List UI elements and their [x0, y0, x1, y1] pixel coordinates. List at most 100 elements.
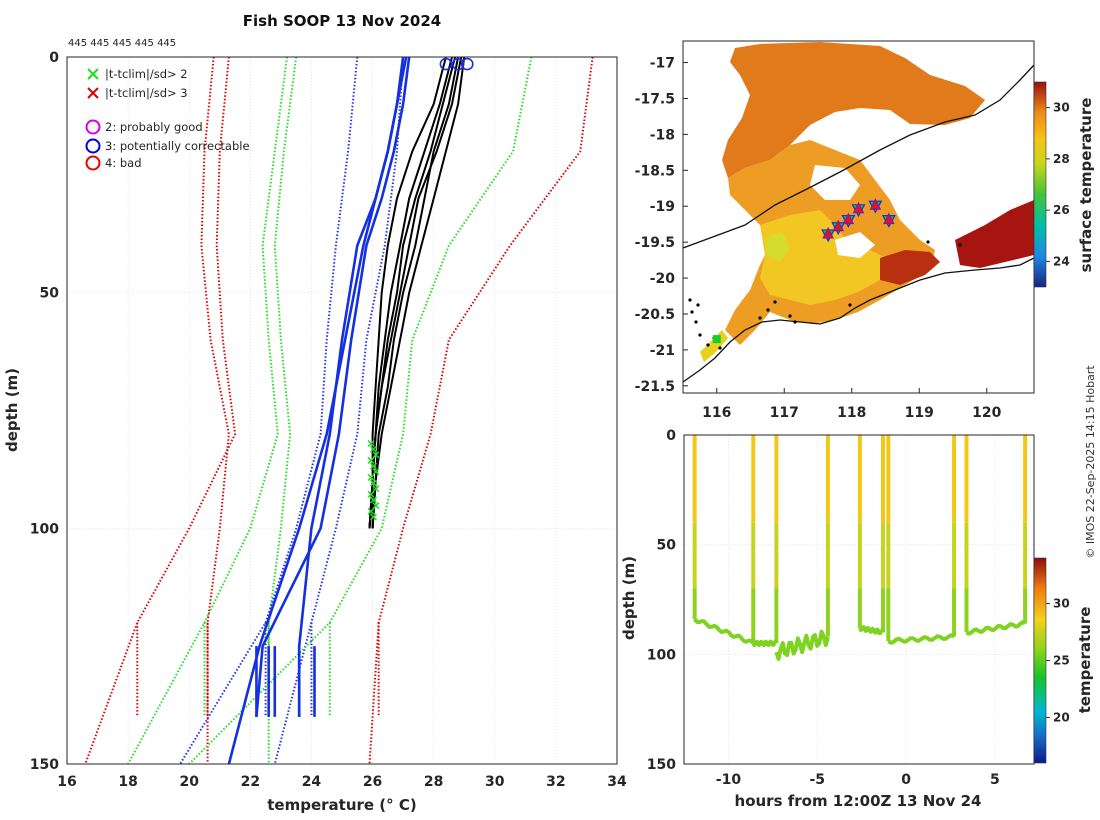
legend-entry-label: 4: bad	[105, 156, 142, 170]
coastline	[683, 257, 1034, 383]
profile-xlabel: temperature (° C)	[267, 796, 417, 814]
temperature-colorbar-label: temperature	[1076, 607, 1094, 714]
climatology-envelope-line	[200, 57, 230, 764]
green-flag-marker	[372, 451, 380, 459]
legend-circle-symbol	[85, 155, 101, 171]
sst-light-green-region	[765, 232, 790, 262]
depth-time-series	[692, 435, 1028, 662]
temperature-colorbar-tick-label: 30	[1053, 597, 1070, 611]
profile-series	[84, 57, 594, 764]
station-upper-triangle	[832, 219, 845, 232]
climatology-envelope-line	[273, 57, 405, 764]
sst-hot-mid-region	[880, 250, 940, 285]
island-dot	[926, 240, 930, 244]
sst-colorbar-ticks: 24 26 28 30	[1046, 101, 1070, 268]
island-dot	[688, 298, 692, 302]
bottom-tow-line	[965, 620, 1026, 636]
depth-time-x-tick-label: -10	[716, 772, 742, 788]
sst-colorbar-label: surface temperature	[1077, 98, 1095, 273]
map-x-tick-label: 120	[972, 405, 1001, 421]
map-y-tick-label: -20.5	[635, 307, 675, 323]
island-dot	[773, 300, 777, 304]
map-y-tick-label: -19.5	[635, 235, 675, 251]
temperature-profile-chart: 16 18 20 22 24 26 28 30 32 34 0 50 100 150 temperatur…	[3, 50, 627, 814]
sst-white-gap-2	[835, 232, 875, 258]
surface-flag-circle	[451, 57, 465, 71]
profile-ylabel: depth (m)	[3, 368, 21, 452]
legend-entry-label: |t-tclim|/sd> 2	[105, 67, 188, 81]
bottom-tow-line	[751, 639, 779, 648]
sst-colorbar	[1033, 81, 1047, 288]
profile-x-tick-label: 26	[363, 774, 382, 790]
green-flag-marker	[372, 485, 380, 493]
island-dot	[706, 343, 710, 347]
bottom-tow-line	[887, 633, 955, 645]
black-profile-line	[368, 57, 447, 529]
depth-time-x-tick-label: -5	[809, 772, 825, 788]
green-flag-marker	[369, 496, 378, 504]
profile-y-tick-label: 0	[49, 50, 59, 66]
sst-colorbar-tick-label: 30	[1053, 101, 1070, 115]
map-y-tick-label: -18	[650, 127, 675, 143]
black-profile-line	[371, 57, 460, 529]
temperature-colorbar-tick-label: 20	[1053, 710, 1070, 724]
profile-x-tick-label: 30	[485, 774, 505, 790]
legend-entry-label: 3: potentially correctable	[105, 139, 250, 153]
temperature-colorbar	[1033, 557, 1047, 764]
island-dot	[788, 314, 792, 318]
sst-colorbar-tick-label: 24	[1053, 254, 1070, 268]
island-dot	[696, 303, 700, 307]
coastal-islands	[688, 240, 962, 350]
green-flag-marker	[369, 513, 378, 521]
depth-time-y-tick-label: 150	[647, 757, 676, 773]
map-x-tick-label: 119	[905, 405, 934, 421]
map-y-tick-label: -18.5	[635, 163, 675, 179]
map-x-tick-label: 118	[837, 405, 866, 421]
depth-time-x-tick-label: 0	[901, 772, 911, 788]
blue-profile-line	[227, 57, 408, 764]
profile-axes-box	[66, 56, 618, 765]
profile-tick-labels: 16 18 20 22 24 26 28 30 32 34 0 50 100 150	[30, 50, 627, 790]
bottom-tow-line	[858, 625, 885, 636]
climatology-envelope-line	[368, 57, 594, 764]
map-y-tick-label: -20	[650, 271, 676, 287]
legend-x-symbol	[87, 87, 99, 99]
green-flag-marker	[369, 479, 378, 487]
island-dot	[690, 310, 694, 314]
legend-circle-symbol	[85, 119, 101, 135]
station-upper-triangle	[822, 226, 834, 239]
green-flag-marker	[367, 490, 375, 498]
island-dot	[758, 316, 762, 320]
top-counts: 445 445 445 445 445	[68, 38, 176, 49]
green-flag-marker	[372, 502, 380, 510]
profile-y-tick-label: 100	[30, 521, 59, 537]
profile-legend: |t-tclim|/sd> 2 |t-tclim|/sd> 3 2: probabl…	[85, 67, 250, 171]
depth-time-y-tick-label: 100	[647, 647, 676, 663]
profile-x-tick-label: 24	[302, 774, 322, 790]
station-upper-triangle	[852, 201, 865, 214]
island-dot	[718, 346, 722, 350]
map-y-tick-label: -21	[650, 343, 675, 359]
map-y-tick-label: -21.5	[635, 379, 675, 395]
profile-x-tick-label: 22	[241, 774, 260, 790]
green-flag-marker	[367, 507, 375, 515]
island-dot	[848, 303, 852, 307]
island-dot	[694, 320, 698, 324]
profile-x-tick-label: 18	[118, 774, 137, 790]
profile-x-tick-label: 28	[424, 774, 443, 790]
figure-title: Fish SOOP 13 Nov 2024	[243, 12, 441, 30]
green-flag-marker	[367, 456, 375, 464]
green-flag-marker	[369, 462, 378, 470]
green-flag-marker	[372, 468, 380, 476]
continental-shelf-line	[683, 64, 1034, 249]
sst-white-gap	[810, 165, 860, 200]
depth-time-xlabel: hours from 12:00Z 13 Nov 24	[735, 792, 982, 810]
map-y-tick-label: -19	[650, 199, 675, 215]
credit-text: © IMOS 22-Sep-2025 14:15 Hobart	[1084, 365, 1097, 559]
depth-time-y-tick-label: 0	[666, 428, 676, 444]
sst-warm-region	[722, 42, 985, 178]
bottom-tow-line	[774, 629, 830, 662]
